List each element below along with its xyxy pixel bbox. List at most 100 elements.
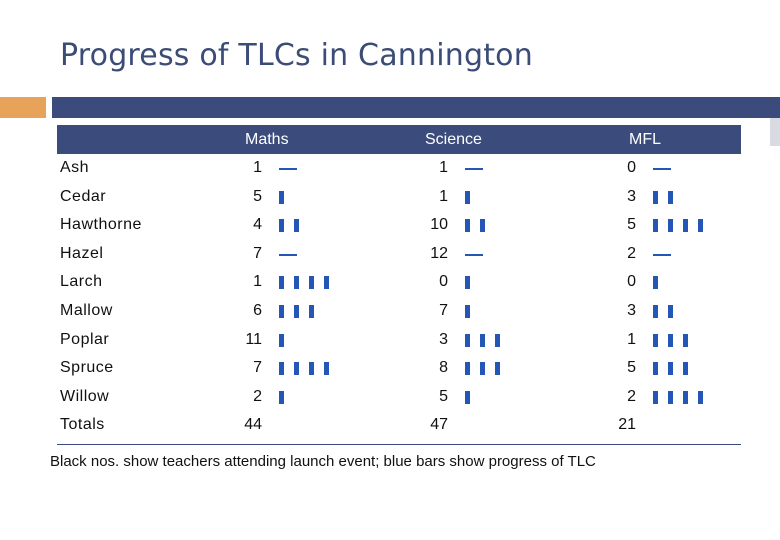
maths-progress-bars	[279, 190, 294, 205]
row-name: Mallow	[60, 301, 113, 319]
no-progress-dash	[465, 253, 483, 256]
maths-progress-bars	[279, 390, 294, 405]
progress-bar	[294, 219, 299, 233]
science-count: 7	[439, 301, 448, 319]
maths-count: 2	[253, 387, 262, 405]
science-progress-bars	[465, 276, 480, 290]
science-progress-bars	[465, 333, 510, 348]
progress-bar	[668, 304, 673, 318]
header-maths: Maths	[245, 131, 289, 148]
science-count: 5	[439, 387, 448, 405]
science-count: 10	[430, 216, 448, 234]
progress-bar	[465, 276, 470, 290]
science-progress-bars	[465, 162, 483, 176]
progress-bar	[668, 219, 673, 233]
science-progress-bars	[465, 248, 483, 262]
progress-bar	[465, 190, 470, 204]
maths-progress-bars	[279, 333, 294, 348]
maths-count: 7	[253, 244, 262, 262]
progress-bar	[324, 362, 329, 376]
progress-bar	[495, 333, 500, 347]
progress-bar	[653, 333, 658, 347]
progress-bar	[683, 333, 688, 347]
progress-bar	[279, 304, 284, 318]
science-count: 1	[439, 187, 448, 205]
progress-bar	[294, 362, 299, 376]
mfl-progress-bars	[653, 304, 683, 319]
page-title: Progress of TLCs in Cannington	[60, 38, 533, 73]
progress-bar	[465, 362, 470, 376]
mfl-count: 1	[627, 330, 636, 348]
maths-progress-bars	[279, 276, 339, 290]
maths-count: 5	[253, 187, 262, 205]
progress-bar	[653, 276, 658, 290]
science-progress-bars	[465, 362, 510, 376]
totals-science: 47	[430, 416, 448, 434]
mfl-count: 0	[627, 159, 636, 176]
row-name: Willow	[60, 387, 110, 405]
mfl-count: 2	[627, 244, 636, 262]
accent-bar-navy	[52, 97, 780, 118]
maths-count: 7	[253, 359, 262, 377]
maths-count: 1	[253, 159, 262, 176]
mfl-progress-bars	[653, 390, 713, 405]
table-row: Mallow 6 7 3	[57, 297, 741, 326]
maths-progress-bars	[279, 162, 297, 176]
accent-strip	[770, 118, 780, 146]
no-progress-dash	[279, 168, 297, 170]
totals-label: Totals	[60, 416, 105, 434]
mfl-count: 3	[627, 301, 636, 319]
progress-table: Maths Science MFL Ash 1 1 0 Cedar 5 1 3 Hawthorn…	[57, 125, 741, 445]
mfl-progress-bars	[653, 362, 698, 376]
progress-bar	[279, 276, 284, 290]
progress-bar	[653, 390, 658, 404]
progress-bar	[309, 276, 314, 290]
progress-bar	[309, 362, 314, 376]
progress-bar	[653, 304, 658, 318]
row-name: Spruce	[60, 359, 114, 377]
table-row: Spruce 7 8 5	[57, 354, 741, 383]
progress-bar	[279, 362, 284, 376]
progress-bar	[465, 333, 470, 347]
mfl-progress-bars	[653, 219, 713, 233]
maths-count: 6	[253, 301, 262, 319]
progress-bar	[683, 362, 688, 376]
progress-bar	[279, 333, 284, 347]
maths-count: 1	[253, 273, 262, 291]
table-header: Maths Science MFL	[57, 125, 741, 154]
progress-bar	[683, 219, 688, 233]
row-name: Larch	[60, 273, 103, 291]
science-count: 3	[439, 330, 448, 348]
row-name: Hazel	[60, 244, 104, 262]
mfl-progress-bars	[653, 276, 668, 290]
maths-progress-bars	[279, 362, 339, 376]
progress-bar	[294, 276, 299, 290]
progress-bar	[324, 276, 329, 290]
maths-progress-bars	[279, 219, 309, 233]
progress-bar	[294, 304, 299, 318]
progress-bar	[698, 219, 703, 233]
mfl-count: 0	[627, 273, 636, 291]
science-count: 12	[430, 244, 448, 262]
progress-bar	[668, 190, 673, 204]
table-row: Poplar 11 3 1	[57, 326, 741, 355]
progress-bar	[465, 219, 470, 233]
maths-count: 11	[245, 330, 262, 348]
row-name: Hawthorne	[60, 216, 142, 234]
mfl-progress-bars	[653, 248, 671, 262]
mfl-count: 5	[627, 216, 636, 234]
row-name: Cedar	[60, 187, 107, 205]
progress-bar	[698, 390, 703, 404]
mfl-progress-bars	[653, 333, 698, 348]
science-progress-bars	[465, 390, 480, 405]
mfl-count: 2	[627, 387, 636, 405]
progress-bar	[495, 362, 500, 376]
no-progress-dash	[465, 168, 483, 170]
science-count: 0	[439, 273, 448, 291]
no-progress-dash	[653, 253, 671, 256]
table-row: Hawthorne 4 10 5	[57, 211, 741, 240]
header-science: Science	[425, 131, 482, 148]
no-progress-dash	[279, 253, 297, 256]
header-mfl: MFL	[629, 131, 661, 148]
progress-bar	[653, 190, 658, 204]
